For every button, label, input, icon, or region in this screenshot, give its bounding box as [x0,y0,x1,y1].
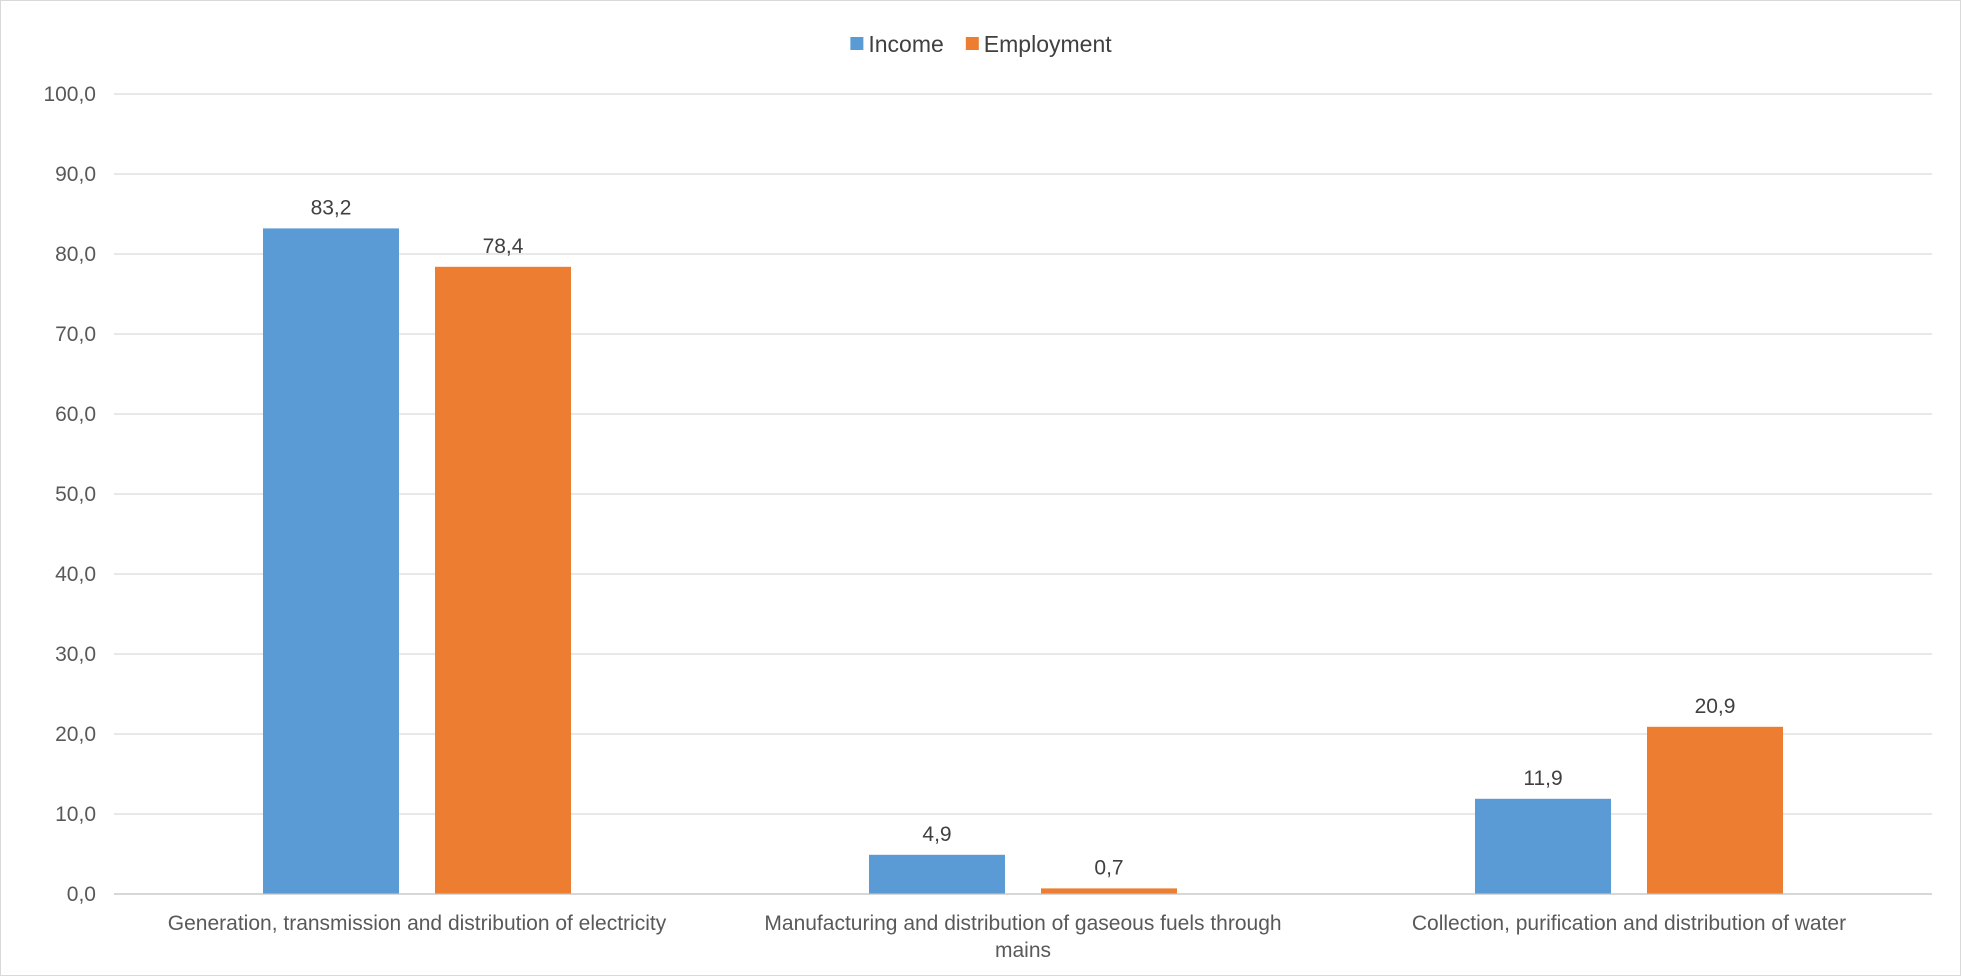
data-label-employment-2: 0,7 [1094,856,1123,879]
legend-swatch-income [850,37,864,50]
data-label-employment-3: 20,9 [1695,695,1736,718]
y-tick-label: 0,0 [67,883,96,906]
category-label-3: Collection, purification and distributio… [1412,912,1846,935]
legend-label-income: Income [868,31,943,57]
data-label-income-3: 11,9 [1523,767,1562,790]
category-labels: Generation, transmission and distributio… [168,912,1846,962]
y-tick-label: 60,0 [55,403,96,426]
category-label-2: mains [995,939,1051,962]
bar-employment-1 [435,266,571,894]
category-label-2: Manufacturing and distribution of gaseou… [764,912,1281,935]
y-tick-label: 10,0 [55,803,96,826]
y-tick-label: 100,0 [43,83,96,106]
y-tick-label: 70,0 [55,323,96,346]
category-label-1: Generation, transmission and distributio… [168,912,667,935]
y-tick-label: 30,0 [55,643,96,666]
y-tick-label: 20,0 [55,723,96,746]
y-tick-label: 50,0 [55,483,96,506]
data-label-income-1: 83,2 [311,196,352,219]
bar-income-3 [1475,798,1611,894]
y-axis-ticks: 0,0 10,0 20,0 30,0 40,0 50,0 60,0 70,0 80,0 90,0 1… [43,83,96,906]
bar-employment-3 [1647,726,1783,894]
y-tick-label: 90,0 [55,163,96,186]
y-tick-label: 40,0 [55,563,96,586]
bar-employment-2 [1041,888,1177,894]
legend-label-employment: Employment [984,31,1112,57]
legend-swatch-employment [965,37,979,50]
y-tick-label: 80,0 [55,243,96,266]
legend: Income Employment [850,31,1112,57]
bar-income-2 [869,854,1005,894]
bar-income-1 [263,228,399,894]
data-labels: 83,2 78,4 4,9 0,7 11,9 20,9 [311,196,1736,879]
bars [263,228,1783,894]
data-label-employment-1: 78,4 [483,235,524,258]
data-label-income-2: 4,9 [922,823,951,846]
gridlines [114,93,1932,815]
